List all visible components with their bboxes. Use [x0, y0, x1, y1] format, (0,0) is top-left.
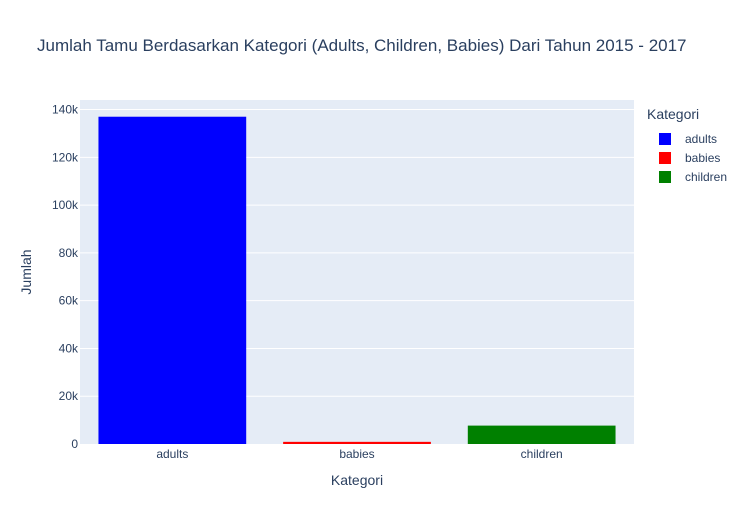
x-tick-label: children — [521, 447, 563, 461]
y-tick-label: 120k — [52, 150, 79, 164]
legend-title: Kategori — [647, 106, 699, 122]
y-tick-label: 140k — [52, 103, 79, 117]
y-tick-label: 0 — [71, 437, 78, 451]
axes: 0 20k 40k 60k 80k 100k 120k 140k adults babies chi… — [52, 103, 563, 461]
legend-swatch — [659, 152, 671, 164]
chart-title: Jumlah Tamu Berdasarkan Kategori (Adults… — [37, 36, 687, 55]
legend-item-adults[interactable]: adults — [659, 132, 717, 146]
legend-label: adults — [685, 132, 717, 146]
legend-label: children — [685, 170, 727, 184]
bar-adults[interactable] — [98, 116, 247, 444]
y-tick-label: 40k — [59, 341, 79, 355]
legend-item-babies[interactable]: babies — [659, 151, 720, 165]
legend-item-children[interactable]: children — [659, 170, 727, 184]
x-tick-label: adults — [156, 447, 188, 461]
legend-swatch — [659, 133, 671, 145]
legend[interactable]: Kategori adults babies children — [647, 106, 727, 184]
bar-children[interactable] — [467, 425, 616, 444]
legend-swatch — [659, 171, 671, 183]
plot-area — [80, 100, 634, 444]
x-tick-label: babies — [339, 447, 374, 461]
bar-babies[interactable] — [283, 441, 431, 444]
y-tick-label: 80k — [59, 246, 79, 260]
y-tick-label: 20k — [59, 389, 79, 403]
y-axis-title: Jumlah — [18, 249, 34, 294]
x-axis-title: Kategori — [331, 472, 383, 488]
y-tick-label: 60k — [59, 294, 79, 308]
legend-label: babies — [685, 151, 720, 165]
y-tick-label: 100k — [52, 198, 79, 212]
